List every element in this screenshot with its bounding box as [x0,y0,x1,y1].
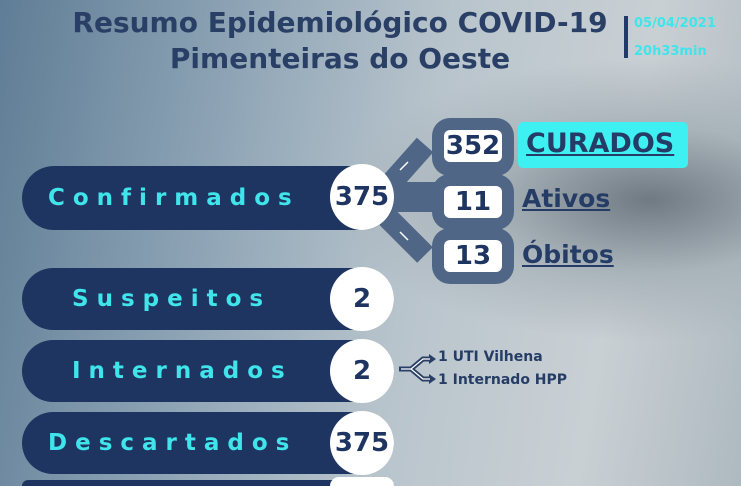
next-row [22,480,394,486]
suspeitos-value: 2 [330,267,394,331]
next-value [330,477,394,486]
internados-label: Internados [72,358,293,384]
descartados-value: 375 [330,411,394,475]
ativos-label: Ativos [522,184,611,213]
curados-highlight [518,122,688,168]
divider [624,16,628,58]
internados-detail-2: 1 Internado HPP [438,372,568,388]
connector-lines [380,137,434,263]
obitos-label: Óbitos [522,240,614,269]
split-arrow-icon [399,354,436,384]
curados-label: CURADOS [526,128,675,159]
confirmados-value: 375 [330,164,394,230]
date: 05/04/2021 [634,16,716,31]
suspeitos-label: Suspeitos [72,286,272,312]
descartados-label: Descartados [48,430,298,456]
title-line2: Pimenteiras do Oeste [169,42,511,75]
internados-detail-1: 1 UTI Vilhena [438,349,543,365]
internados-value: 2 [330,339,394,403]
time: 20h33min [634,44,707,59]
confirmados-label: Confirmados [48,185,300,211]
obitos-value: 13 [444,240,502,272]
ativos-value: 11 [444,186,502,218]
curados-value: 352 [444,130,502,162]
title-line1: Resumo Epidemiológico COVID-19 [72,6,608,39]
